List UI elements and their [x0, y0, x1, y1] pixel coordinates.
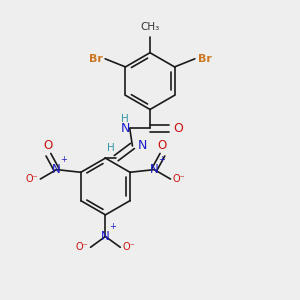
Text: Br: Br — [197, 54, 212, 64]
Text: +: + — [110, 222, 116, 231]
Text: CH₃: CH₃ — [140, 22, 160, 32]
Text: +: + — [158, 155, 165, 164]
Text: O: O — [44, 139, 53, 152]
Text: O⁻: O⁻ — [173, 174, 185, 184]
Text: H: H — [121, 113, 128, 124]
Text: +: + — [61, 155, 68, 164]
Text: Br: Br — [88, 54, 103, 64]
Text: N: N — [137, 140, 147, 152]
Text: O⁻: O⁻ — [122, 242, 135, 252]
Text: O⁻: O⁻ — [26, 174, 38, 184]
Text: O: O — [173, 122, 183, 135]
Text: N: N — [150, 163, 159, 176]
Text: N: N — [52, 163, 61, 176]
Text: O⁻: O⁻ — [76, 242, 88, 252]
Text: N: N — [121, 122, 130, 135]
Text: O: O — [158, 139, 167, 152]
Text: H: H — [107, 143, 115, 153]
Text: N: N — [101, 230, 110, 243]
